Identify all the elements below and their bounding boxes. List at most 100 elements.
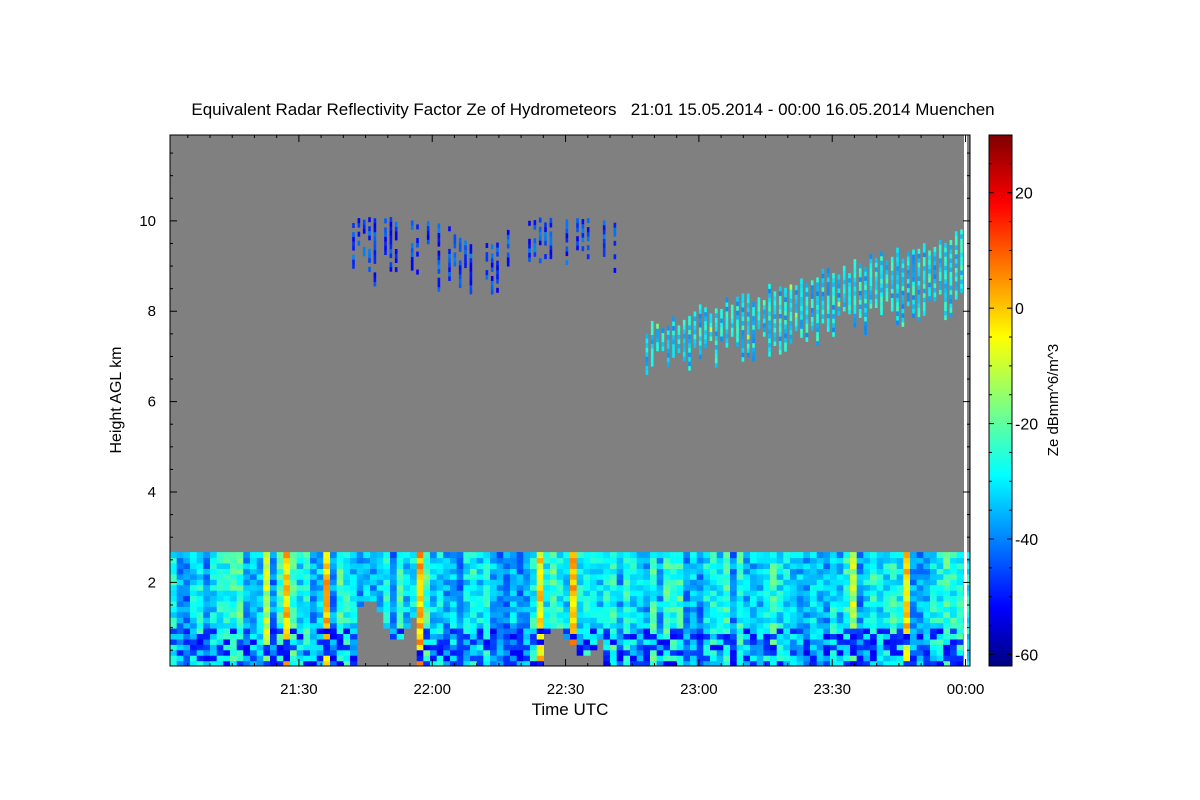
ze-cell — [670, 568, 678, 575]
ze-cell — [203, 600, 211, 607]
ze-cell — [236, 606, 244, 613]
ze-cell — [283, 660, 291, 666]
ze-cell — [901, 303, 905, 309]
ze-cell — [956, 628, 964, 634]
ze-cell — [583, 649, 591, 656]
ze-cell — [923, 606, 931, 613]
ze-cell — [916, 568, 924, 575]
ze-cell — [230, 552, 238, 559]
ze-cell — [743, 606, 751, 613]
ze-cell — [223, 622, 231, 629]
ze-cell — [389, 253, 393, 259]
ze-cell — [483, 660, 491, 666]
ze-cell — [352, 223, 355, 228]
ze-cell — [776, 557, 784, 564]
ze-cell — [336, 573, 344, 580]
ze-cell — [670, 638, 678, 645]
ze-cell — [917, 298, 921, 304]
ze-cell — [903, 579, 911, 586]
ze-cell — [810, 660, 818, 666]
ze-cell — [796, 655, 804, 662]
ze-cell — [910, 638, 918, 645]
ze-cell — [350, 584, 358, 591]
ze-cell — [437, 277, 441, 283]
ze-cell — [778, 331, 782, 337]
ze-cell — [536, 573, 544, 580]
ze-cell — [816, 568, 824, 575]
ze-cell — [910, 649, 918, 656]
ze-cell — [796, 628, 804, 634]
ze-cell — [576, 218, 579, 224]
ze-cell — [743, 628, 751, 634]
ze-cell — [704, 343, 707, 349]
ze-cell — [596, 617, 604, 624]
ze-cell — [437, 237, 441, 243]
ze-cell — [850, 622, 858, 629]
ze-cell — [869, 285, 873, 291]
ze-cell — [556, 600, 564, 607]
ze-cell — [784, 328, 787, 334]
ze-cell — [469, 257, 473, 263]
ze-cell — [917, 248, 921, 254]
ze-cell — [903, 573, 911, 580]
ze-cell — [821, 318, 825, 324]
ze-cell — [343, 600, 351, 607]
ze-cell — [650, 628, 658, 634]
ze-cell — [870, 579, 878, 586]
ze-cell — [530, 579, 538, 586]
ze-cell — [583, 600, 591, 607]
ze-cell — [896, 557, 904, 564]
ze-cell — [821, 291, 825, 297]
ze-cell — [570, 595, 578, 602]
ze-cell — [476, 552, 484, 559]
ze-cell — [856, 557, 864, 564]
ze-cell — [816, 322, 819, 328]
ze-cell — [570, 633, 578, 640]
ze-cell — [250, 644, 258, 651]
ze-cell — [410, 557, 418, 564]
ze-cell — [616, 611, 624, 618]
ze-cell — [956, 660, 964, 666]
ze-cell — [590, 628, 598, 634]
ze-cell — [823, 590, 831, 597]
ze-cell — [430, 606, 438, 613]
ze-cell — [243, 633, 251, 640]
ze-cell — [290, 660, 298, 666]
ze-cell — [223, 573, 231, 580]
ze-cell — [176, 606, 184, 613]
ze-cell — [270, 606, 278, 613]
ze-cell — [757, 306, 761, 312]
ze-cell — [523, 590, 531, 597]
ze-cell — [885, 274, 889, 279]
ze-cell — [383, 606, 391, 613]
ze-cell — [930, 644, 938, 651]
ze-cell — [390, 579, 398, 586]
ze-cell — [630, 557, 638, 564]
ze-cell — [874, 284, 878, 290]
ze-cell — [730, 617, 738, 624]
ze-cell — [616, 606, 624, 613]
ze-cell — [794, 285, 798, 291]
ze-cell — [949, 280, 953, 286]
ze-cell — [950, 622, 958, 629]
ze-cell — [410, 252, 414, 258]
ze-cell — [922, 310, 926, 316]
ze-cell — [263, 606, 271, 613]
ze-cell — [876, 606, 884, 613]
ze-cell — [283, 595, 291, 602]
ze-cell — [663, 563, 671, 569]
ze-cell — [917, 280, 921, 286]
ze-cell — [389, 248, 393, 254]
ze-cell — [870, 660, 878, 666]
ze-cell — [373, 227, 377, 233]
colorbar-label: Ze dBmm^6/m^3 — [1045, 344, 1062, 456]
ze-cell — [803, 590, 811, 597]
ze-cell — [448, 226, 451, 232]
ze-cell — [805, 327, 809, 333]
ze-cell — [396, 552, 404, 559]
ze-cell — [885, 296, 889, 302]
ze-cell — [842, 306, 846, 312]
ze-cell — [384, 245, 387, 251]
ze-cell — [763, 660, 771, 666]
ze-cell — [714, 317, 718, 323]
